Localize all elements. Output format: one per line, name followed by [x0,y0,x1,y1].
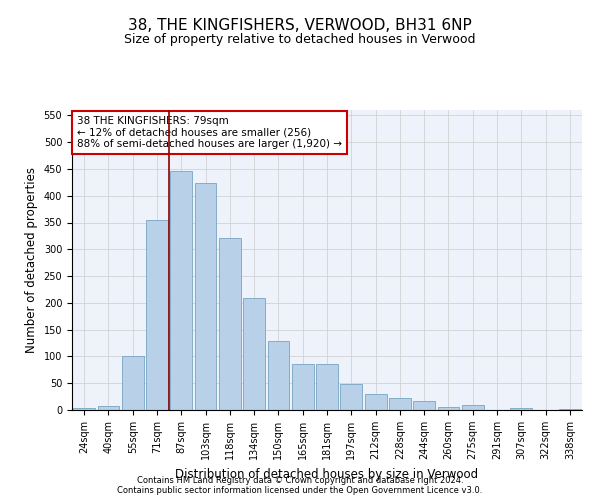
Bar [97,406,119,410]
Text: 38, THE KINGFISHERS, VERWOOD, BH31 6NP: 38, THE KINGFISHERS, VERWOOD, BH31 6NP [128,18,472,32]
Bar [146,220,168,410]
Bar [462,405,484,410]
Text: Contains public sector information licensed under the Open Government Licence v3: Contains public sector information licen… [118,486,482,495]
Bar [268,341,289,410]
Bar [365,394,386,410]
Text: Contains HM Land Registry data © Crown copyright and database right 2024.: Contains HM Land Registry data © Crown c… [137,476,463,485]
Bar [316,364,338,410]
Bar [413,401,435,410]
Bar [511,408,532,410]
Bar [559,409,581,410]
Bar [340,384,362,410]
Bar [292,364,314,410]
Text: 38 THE KINGFISHERS: 79sqm
← 12% of detached houses are smaller (256)
88% of semi: 38 THE KINGFISHERS: 79sqm ← 12% of detac… [77,116,342,149]
Bar [122,356,143,410]
Bar [219,238,241,410]
Bar [243,298,265,410]
Y-axis label: Number of detached properties: Number of detached properties [25,167,38,353]
Bar [170,170,192,410]
Text: Size of property relative to detached houses in Verwood: Size of property relative to detached ho… [124,32,476,46]
X-axis label: Distribution of detached houses by size in Verwood: Distribution of detached houses by size … [175,468,479,480]
Bar [389,398,411,410]
Bar [194,183,217,410]
Bar [73,408,95,410]
Bar [437,408,460,410]
